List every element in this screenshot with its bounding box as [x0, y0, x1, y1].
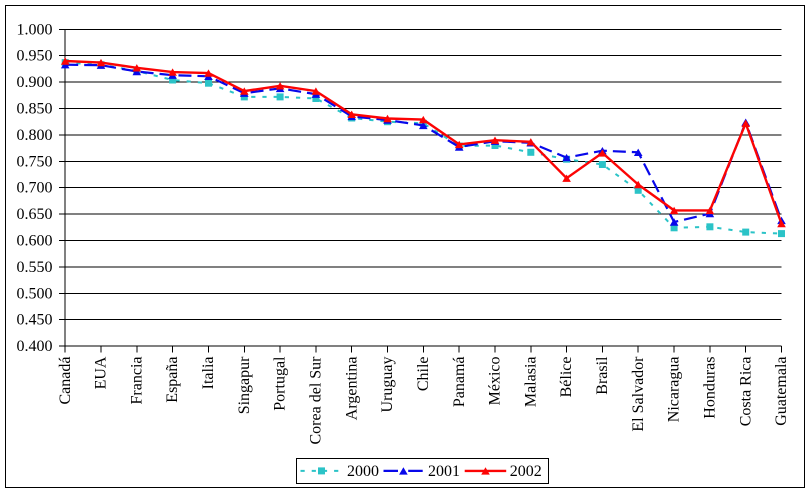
svg-text:Chile: Chile: [415, 357, 432, 392]
svg-text:EUA: EUA: [93, 356, 110, 389]
svg-text:Corea del Sur: Corea del Sur: [308, 356, 325, 445]
svg-text:Portugal: Portugal: [272, 356, 289, 411]
svg-text:0.650: 0.650: [17, 206, 53, 223]
svg-text:Costa Rica: Costa Rica: [737, 357, 754, 427]
svg-text:2001: 2001: [428, 463, 460, 480]
svg-text:0.900: 0.900: [17, 74, 53, 91]
svg-text:1.000: 1.000: [17, 21, 53, 38]
svg-text:Nicaragua: Nicaragua: [666, 357, 683, 423]
svg-text:0.550: 0.550: [17, 259, 53, 276]
svg-text:Honduras: Honduras: [702, 357, 719, 419]
svg-text:0.750: 0.750: [17, 153, 53, 170]
svg-text:0.950: 0.950: [17, 48, 53, 65]
svg-text:Argentina: Argentina: [343, 357, 360, 421]
svg-text:Bélice: Bélice: [558, 357, 575, 398]
svg-text:0.450: 0.450: [17, 312, 53, 329]
svg-text:0.800: 0.800: [17, 127, 53, 144]
svg-text:Francia: Francia: [128, 357, 145, 405]
svg-text:Canadá: Canadá: [57, 357, 74, 405]
svg-text:Panamá: Panamá: [451, 357, 468, 408]
svg-text:Singapur: Singapur: [236, 356, 253, 414]
svg-text:Brasil: Brasil: [594, 356, 611, 395]
svg-text:El Salvador: El Salvador: [630, 356, 647, 432]
svg-text:Guatemala: Guatemala: [773, 357, 790, 426]
svg-text:México: México: [487, 357, 504, 406]
svg-text:España: España: [164, 357, 181, 403]
svg-text:2000: 2000: [347, 463, 379, 480]
svg-text:0.600: 0.600: [17, 233, 53, 250]
svg-text:Italia: Italia: [200, 357, 217, 390]
svg-text:Malasia: Malasia: [522, 357, 539, 408]
svg-text:2002: 2002: [510, 463, 542, 480]
svg-text:0.850: 0.850: [17, 101, 53, 118]
svg-text:Uruguay: Uruguay: [379, 357, 396, 413]
svg-text:0.400: 0.400: [17, 338, 53, 355]
svg-text:0.700: 0.700: [17, 180, 53, 197]
svg-text:0.500: 0.500: [17, 285, 53, 302]
